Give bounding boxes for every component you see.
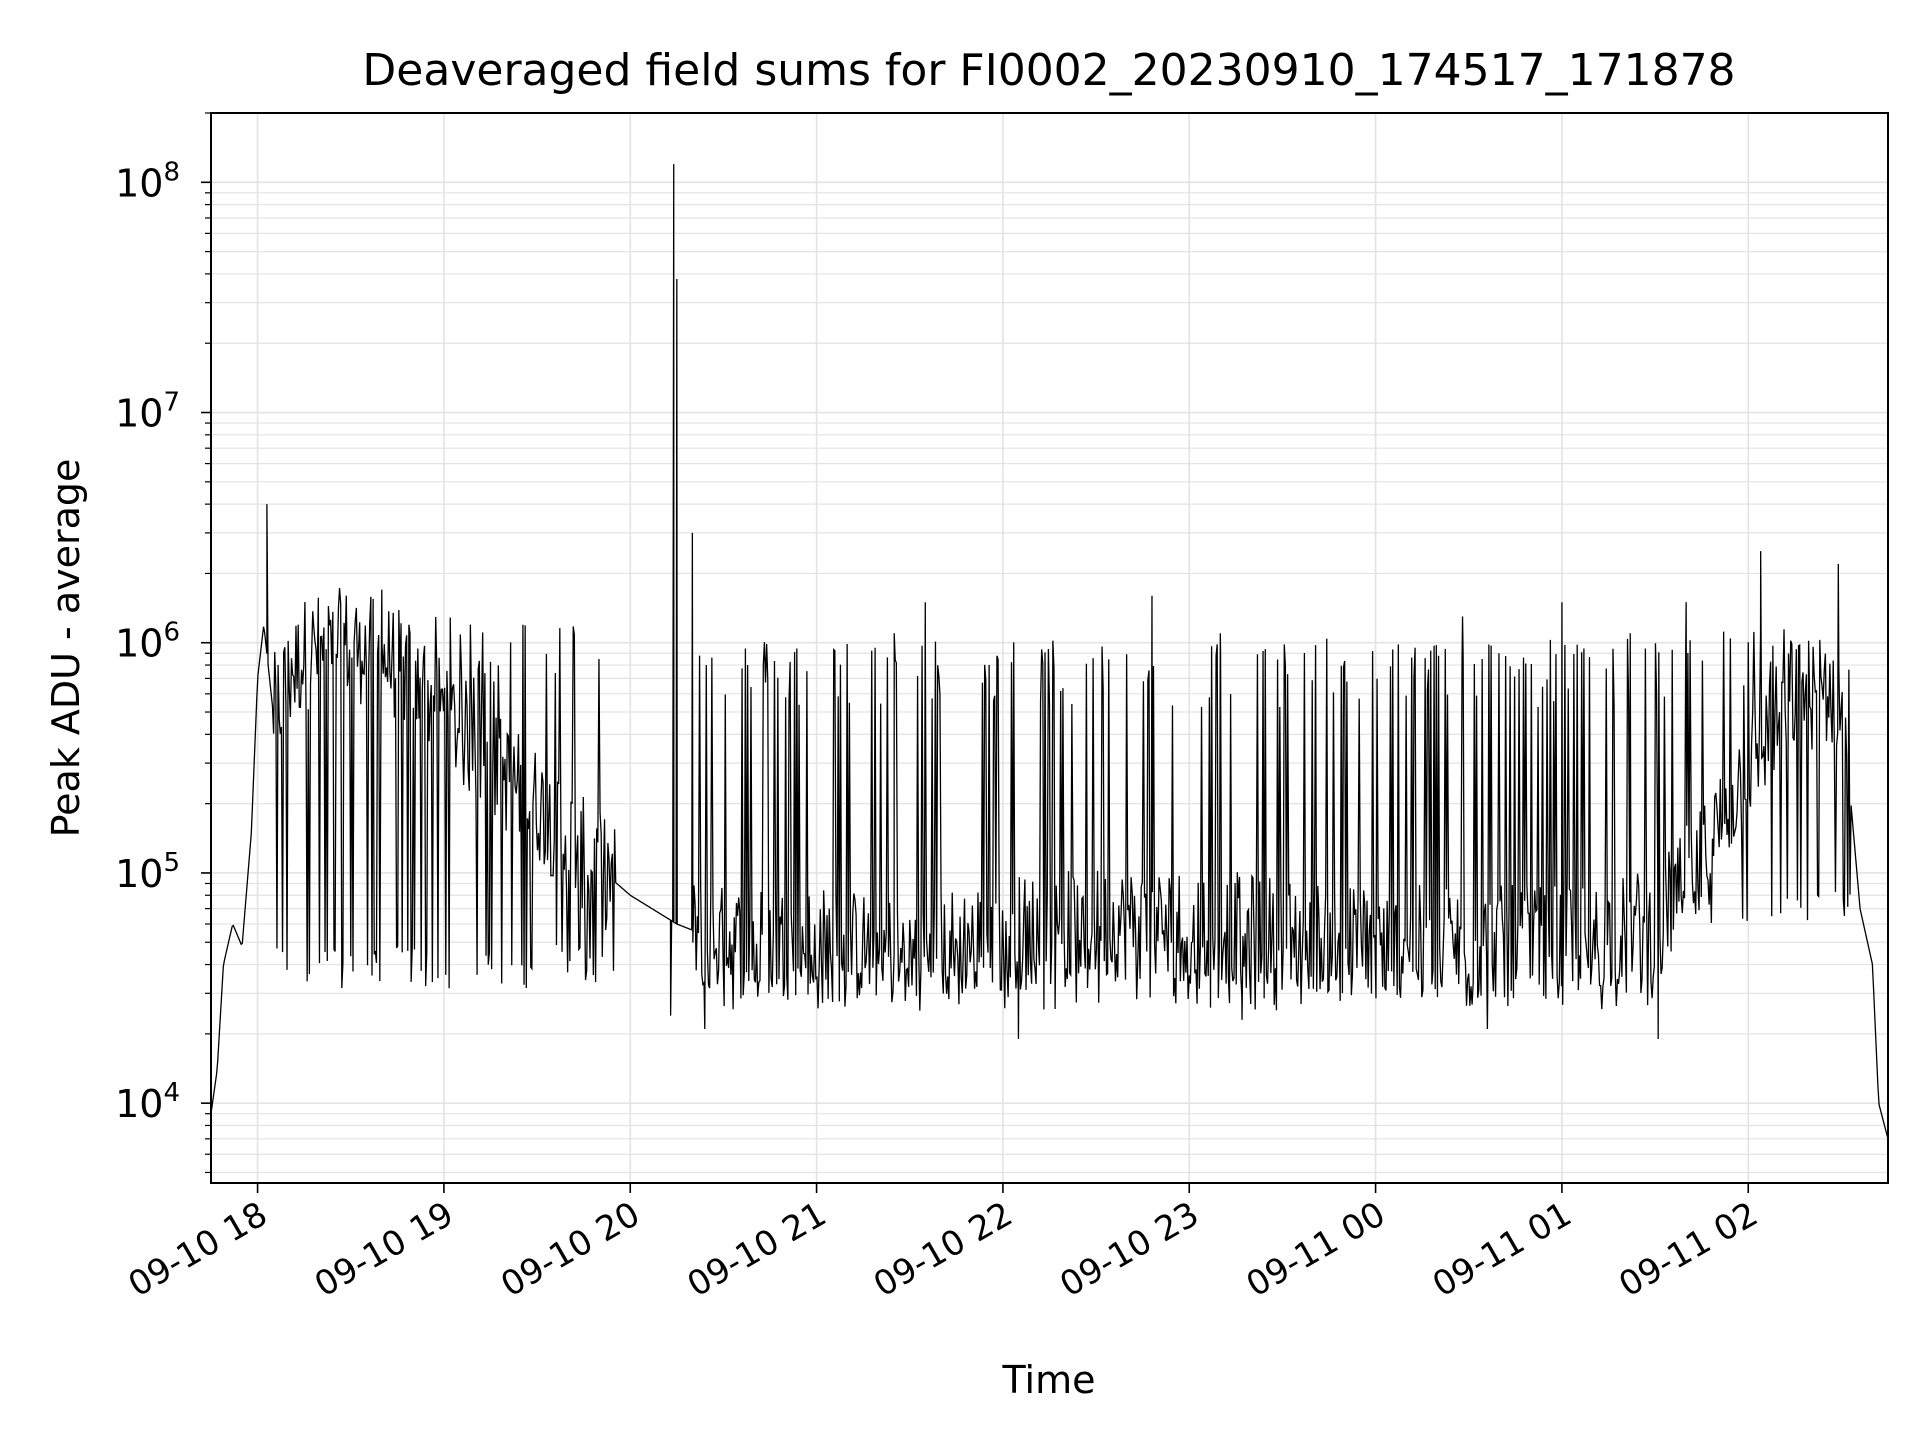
series-layer	[210, 164, 1889, 1139]
chart-title: Deaveraged field sums for FI0002_2023091…	[362, 45, 1735, 96]
y-axis: 104 105 106 107 108	[115, 112, 211, 1174]
y-axis-label: Peak ADU - average	[44, 459, 88, 838]
y-tick-label: 107	[115, 388, 180, 436]
y-tick-label: 106	[115, 618, 180, 666]
y-tick-label: 105	[115, 848, 180, 896]
y-tick-label: 104	[115, 1078, 180, 1126]
plot-frame	[210, 112, 1889, 1184]
y-tick-label: 108	[115, 157, 180, 205]
series-line	[210, 164, 1889, 1139]
x-axis-label: Time	[1002, 1358, 1096, 1402]
